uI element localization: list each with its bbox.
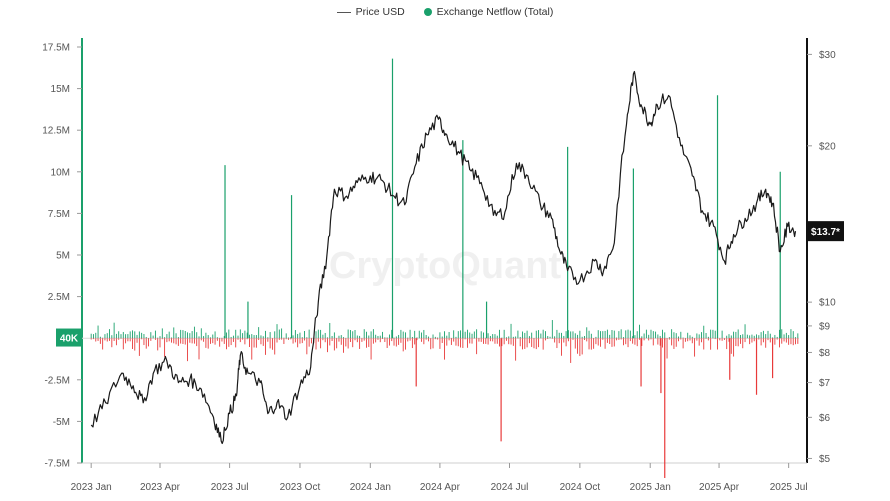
x-tick-label: 2025 Jul	[770, 482, 808, 493]
legend-item-price[interactable]: Price USD	[336, 6, 405, 19]
chart-legend: Price USD Exchange Netflow (Total)	[0, 6, 890, 18]
left-tick-label: 17.5M	[42, 43, 70, 54]
left-tick-label: 15M	[51, 84, 70, 95]
left-tick-label: 12.5M	[42, 126, 70, 137]
right-tick-label: $8	[819, 348, 831, 359]
left-tick-label: 10M	[51, 167, 70, 178]
left-tick-label: -5M	[53, 417, 70, 428]
price-line	[90, 70, 797, 445]
x-tick-label: 2023 Apr	[140, 482, 181, 493]
left-tick-label: 7.5M	[48, 209, 70, 220]
x-tick-label: 2025 Jan	[630, 482, 671, 493]
left-tick-label: -7.5M	[44, 459, 70, 470]
legend-label-price: Price USD	[355, 6, 405, 19]
x-tick-label: 2024 Jul	[491, 482, 529, 493]
price-current-badge-label: $13.7*	[811, 227, 840, 238]
x-tick-label: 2024 Apr	[420, 482, 461, 493]
right-tick-label: $9	[819, 321, 831, 332]
legend-label-netflow: Exchange Netflow (Total)	[436, 6, 554, 19]
right-tick-label: $6	[819, 413, 831, 424]
x-tick-label: 2023 Oct	[280, 482, 321, 493]
legend-item-netflow[interactable]: Exchange Netflow (Total)	[423, 6, 554, 19]
x-tick-label: 2024 Jan	[350, 482, 391, 493]
left-tick-label: 2.5M	[48, 292, 70, 303]
x-tick-label: 2025 Apr	[699, 482, 740, 493]
right-tick-label: $5	[819, 454, 831, 465]
legend-dot-marker	[423, 8, 432, 17]
x-tick-label: 2023 Jul	[211, 482, 249, 493]
right-tick-label: $30	[819, 50, 836, 61]
left-tick-label: 5M	[56, 251, 70, 262]
netflow-current-badge-label: 40K	[60, 334, 79, 345]
x-tick-label: 2023 Jan	[71, 482, 112, 493]
right-tick-label: $10	[819, 298, 836, 309]
legend-line-marker	[336, 11, 351, 13]
watermark: CryptoQuant	[329, 245, 562, 287]
price-current-badge	[807, 221, 844, 242]
left-tick-label: -2.5M	[44, 375, 70, 386]
right-tick-label: $7	[819, 378, 831, 389]
x-tick-label: 2024 Oct	[560, 482, 601, 493]
netflow-current-badge	[56, 328, 82, 347]
right-tick-label: $20	[819, 141, 836, 152]
